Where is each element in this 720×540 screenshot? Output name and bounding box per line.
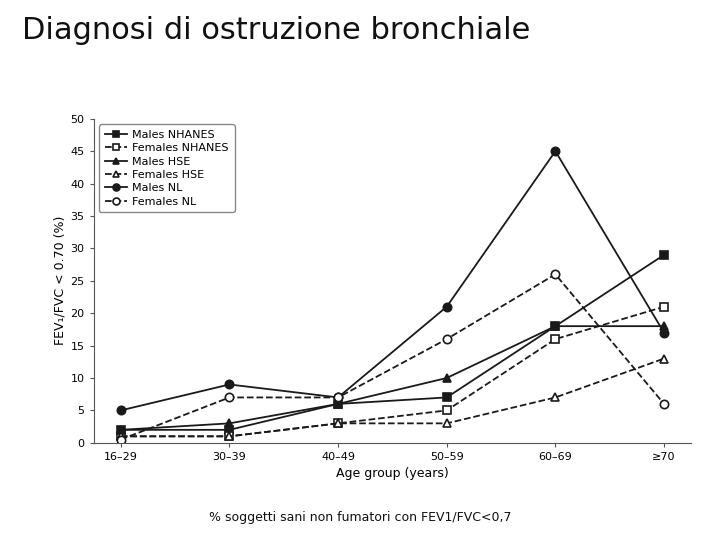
Y-axis label: FEV₁/FVC < 0.70 (%): FEV₁/FVC < 0.70 (%)	[53, 216, 66, 346]
Text: Diagnosi di ostruzione bronchiale: Diagnosi di ostruzione bronchiale	[22, 16, 530, 45]
Legend: Males NHANES, Females NHANES, Males HSE, Females HSE, Males NL, Females NL: Males NHANES, Females NHANES, Males HSE,…	[99, 124, 235, 212]
Text: % soggetti sani non fumatori con FEV1/FVC<0,7: % soggetti sani non fumatori con FEV1/FV…	[209, 511, 511, 524]
X-axis label: Age group (years): Age group (years)	[336, 468, 449, 481]
